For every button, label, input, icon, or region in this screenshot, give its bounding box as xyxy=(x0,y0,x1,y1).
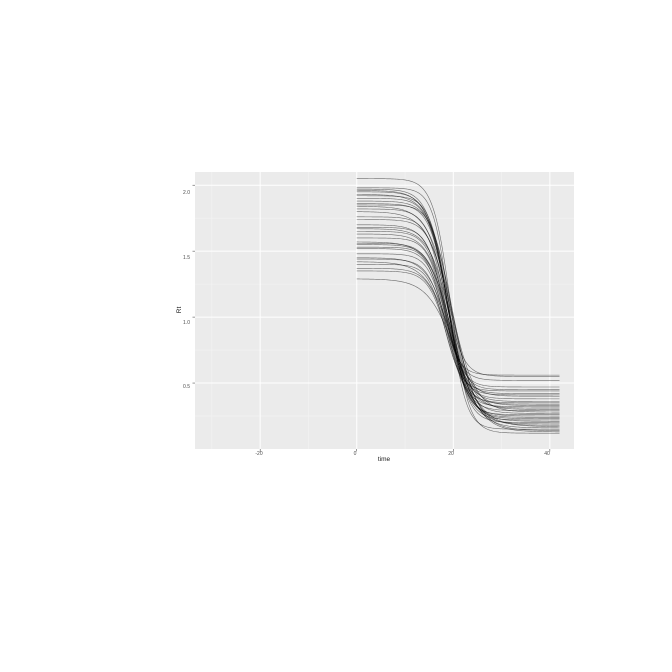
series-line xyxy=(356,268,560,417)
series-line xyxy=(356,206,560,413)
series-line xyxy=(356,198,560,377)
y-axis: 2.0 1.5 1.0 0.5 xyxy=(183,184,195,390)
series-line xyxy=(356,228,560,425)
y-axis-title: Rt xyxy=(176,307,183,314)
series-line xyxy=(356,227,560,381)
y-tick-label: 1.0 xyxy=(183,320,190,326)
series-line xyxy=(356,211,560,431)
series-line xyxy=(356,237,560,388)
series-line xyxy=(356,253,560,396)
minor-gridlines xyxy=(195,172,574,449)
series-line xyxy=(356,270,560,408)
x-tick-label: -20 xyxy=(255,451,262,457)
series-lines xyxy=(356,178,560,434)
series-line xyxy=(356,278,560,427)
y-tick-label: 0.5 xyxy=(183,384,190,390)
x-tick-label: 40 xyxy=(544,451,550,457)
series-line xyxy=(356,191,560,397)
major-gridlines xyxy=(195,172,574,449)
plot-panel xyxy=(195,172,574,449)
x-tick-label: 20 xyxy=(448,451,454,457)
y-tick-label: 2.0 xyxy=(183,190,190,196)
series-line xyxy=(356,231,560,400)
x-tick-label: 0 xyxy=(354,451,357,457)
series-line xyxy=(356,241,560,429)
series-line xyxy=(356,190,560,410)
x-axis: -20 0 20 40 xyxy=(255,449,551,457)
y-tick-label: 1.5 xyxy=(183,255,190,261)
series-line xyxy=(356,257,560,422)
x-axis-title: time xyxy=(378,456,391,463)
